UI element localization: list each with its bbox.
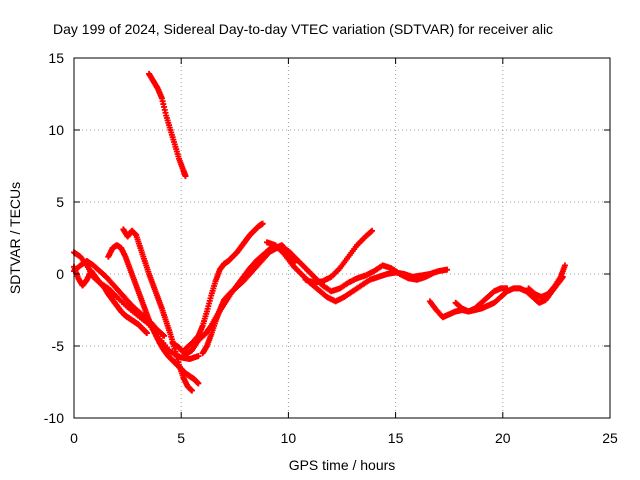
data-point xyxy=(195,380,202,387)
data-point xyxy=(367,228,374,235)
series-arc-11 xyxy=(268,243,438,295)
grid xyxy=(74,58,610,418)
data-point xyxy=(369,227,376,234)
y-tick-label: 10 xyxy=(48,122,64,138)
y-tick-label: 0 xyxy=(56,266,64,282)
chart-title: Day 199 of 2024, Sidereal Day-to-day VTE… xyxy=(53,21,553,37)
data-point xyxy=(143,330,150,337)
data-point xyxy=(561,262,568,269)
y-tick-label: 15 xyxy=(48,50,64,66)
y-tick-label: -5 xyxy=(52,338,65,354)
y-axis-title: SDTVAR / TECUs xyxy=(7,182,23,294)
series-arc-14 xyxy=(452,285,511,315)
axis-ticks: 0 5 10 15 20 25 -10 -5 0 5 10 15 xyxy=(44,50,618,446)
x-tick-label: 0 xyxy=(70,430,78,446)
series-arc-15 xyxy=(525,262,568,301)
data-point xyxy=(504,285,511,292)
y-tick-label: -10 xyxy=(44,410,64,426)
series-arc-9 xyxy=(199,242,298,357)
series-arc-5 xyxy=(120,226,195,394)
series-arc-12 xyxy=(302,227,376,286)
series-arc-2 xyxy=(71,263,150,337)
series-arc-8 xyxy=(182,220,266,352)
data-point xyxy=(195,353,202,360)
data-point xyxy=(182,173,189,180)
series-arc-6 xyxy=(146,70,189,180)
x-tick-label: 10 xyxy=(281,430,297,446)
data-point xyxy=(444,266,451,273)
x-tick-label: 20 xyxy=(495,430,511,446)
data-points xyxy=(71,70,568,394)
data-point xyxy=(188,387,195,394)
x-tick-label: 5 xyxy=(177,430,185,446)
data-point xyxy=(161,332,168,339)
series-arc-4 xyxy=(105,242,202,387)
data-point xyxy=(159,331,166,338)
y-tick-label: 5 xyxy=(56,194,64,210)
x-tick-label: 25 xyxy=(602,430,618,446)
x-tick-label: 15 xyxy=(388,430,404,446)
plot-frame xyxy=(73,57,611,419)
x-axis-title: GPS time / hours xyxy=(289,457,396,473)
data-point xyxy=(431,269,438,276)
data-point xyxy=(259,220,266,227)
